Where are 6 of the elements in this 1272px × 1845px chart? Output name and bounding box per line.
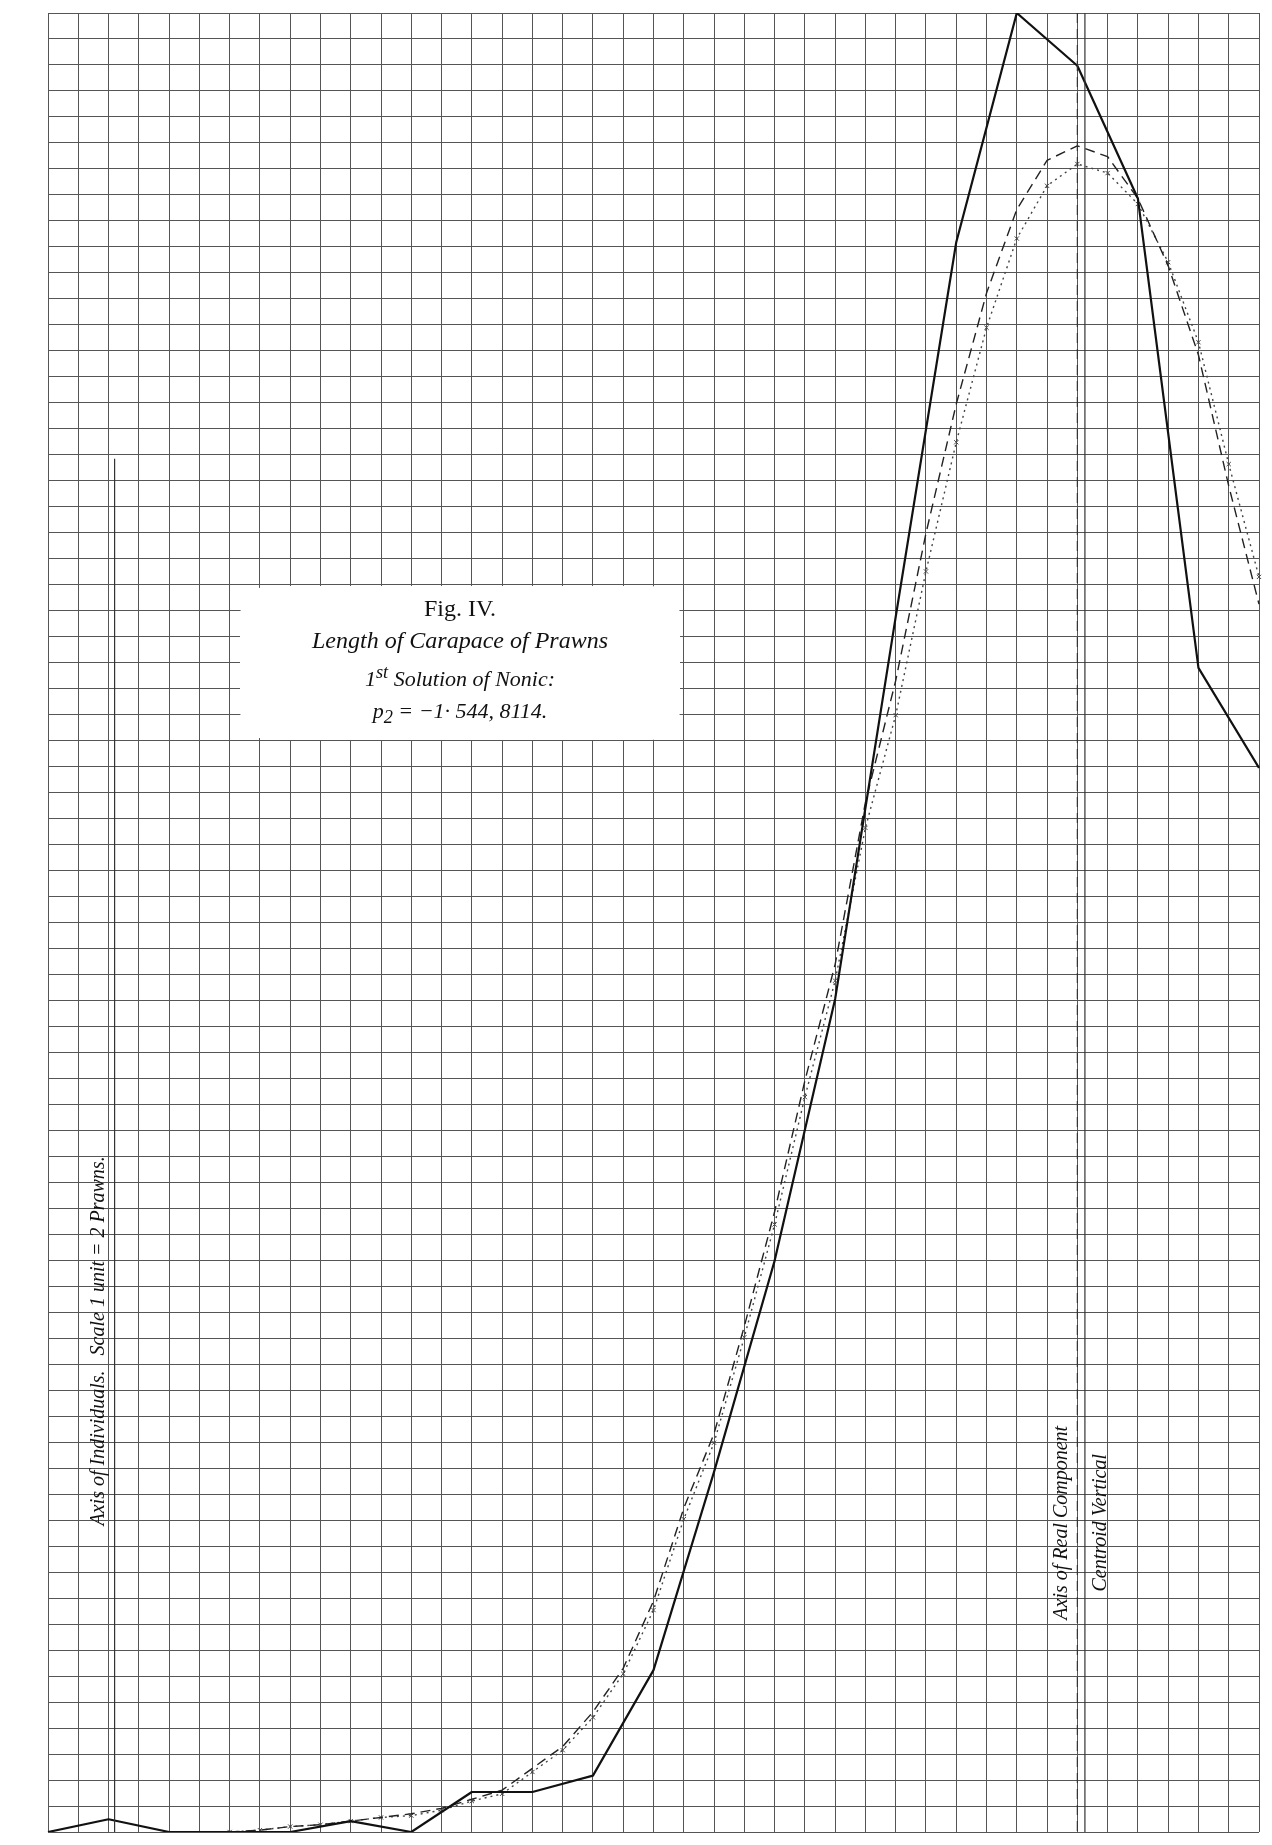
annotation: 1$^{st}$ Solution of Nonic:: [363, 661, 557, 694]
annotation: Axis of Individuals. Scale 1 unit = 2 Prawns.: [85, 1156, 109, 1528]
annotation: p$_{2}$ = −1· 544, 8114.: [370, 697, 549, 730]
annotation: Centroid Vertical: [1088, 1453, 1111, 1592]
title-panel: Fig. IV. Length of Carapace of Prawns 1$^{st}$ Solution of Nonic: p$_{2}$ = −1· 544, 8114.: [240, 586, 680, 740]
annotation: Axis of Real Component: [1048, 1425, 1072, 1622]
